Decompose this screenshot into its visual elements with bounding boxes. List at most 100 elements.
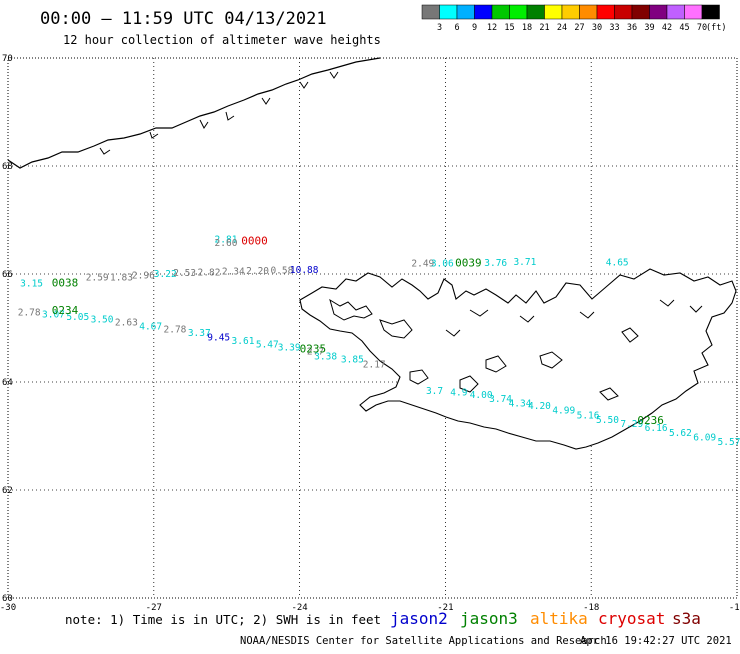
pass-time-label: 0234 [52, 304, 79, 317]
colorbar-label: 3 [437, 23, 442, 33]
colorbar-label: 27 [574, 23, 584, 33]
wave-height-value: 2.59 [86, 272, 109, 283]
colorbar-label: 12 [487, 23, 497, 33]
wave-height-value: 3.7 [426, 386, 443, 397]
colorbar-label: 30 [592, 23, 602, 33]
pass-time-label: 0000 [241, 234, 268, 247]
satellite-legend: jason2 jason3 altika cryosat s3a [390, 609, 701, 628]
colorbar-swatch [666, 4, 685, 20]
lat-tick-label: 70 [2, 54, 13, 64]
wave-height-value: 3.71 [513, 257, 536, 268]
wave-height-value: 3.39 [278, 343, 301, 354]
satellite-legend-jason3: jason3 [460, 609, 518, 628]
wave-height-value: 2.20 [246, 266, 269, 277]
wave-height-value: 5.57 [718, 437, 740, 448]
wave-height-value: 2.17 [363, 359, 386, 370]
lat-tick-label: 66 [2, 270, 13, 280]
satellite-legend-altika: altika [530, 609, 588, 628]
lon-tick-label: -27 [146, 603, 162, 613]
greenland-coast-detail [99, 71, 339, 155]
colorbar-swatch [474, 4, 493, 20]
wave-height-value: 2.7 [307, 346, 324, 357]
wave-height-value: 4.34 [509, 398, 532, 409]
wave-height-value: 2.34 [222, 267, 245, 278]
pass-time-label: 0039 [455, 256, 482, 269]
colorbar-label: 6 [454, 23, 459, 33]
footer-credit: NOAA/NESDIS Center for Satellite Applica… [240, 635, 607, 647]
wave-height-value: 1.83 [110, 272, 133, 283]
colorbar-swatch [579, 4, 598, 20]
lon-tick-label: -15 [729, 603, 740, 613]
satellite-legend-cryosat: cryosat [598, 609, 665, 628]
wave-height-value: 2.78 [164, 324, 187, 335]
colorbar-swatch [614, 4, 633, 20]
wave-height-value: 5.62 [669, 428, 692, 439]
lat-tick-label: 60 [2, 594, 13, 604]
footer-timestamp: Apr 16 19:42:27 UTC 2021 [580, 635, 732, 647]
wave-height-value: 3.37 [188, 328, 211, 339]
colorbar-label: 18 [522, 23, 532, 33]
colorbar-unit: (ft) [706, 23, 726, 33]
colorbar-swatch [421, 4, 440, 20]
wave-height-value: 4.65 [606, 257, 629, 268]
wave-height-value: 4.99 [552, 405, 575, 416]
wave-height-value: 7.29 [620, 419, 643, 430]
wave-height-value: 3.06 [431, 258, 454, 269]
colorbar-label: 42 [662, 23, 672, 33]
colorbar-swatch [491, 4, 510, 20]
wave-height-value: 2.96 [132, 270, 155, 281]
colorbar-swatch [526, 4, 545, 20]
wave-height-value: 3.74 [489, 394, 512, 405]
colorbar-label: 9 [472, 23, 477, 33]
footer-note: note: 1) Time is in UTC; 2) SWH is in fe… [65, 612, 381, 627]
wave-height-value: 2.49 [411, 258, 434, 269]
lon-tick-label: -21 [437, 603, 453, 613]
lon-tick-label: -24 [291, 603, 307, 613]
wave-height-value: 3.07 [42, 310, 65, 321]
wave-height-value: 3.85 [341, 355, 364, 366]
colorbar-label: 45 [679, 23, 689, 33]
wave-height-value: 4.9 [450, 388, 467, 399]
colorbar-swatch [684, 4, 703, 20]
wave-height-value: 3.61 [232, 336, 255, 347]
colorbar-swatch [439, 4, 458, 20]
wave-height-value: 2.81 [215, 235, 238, 246]
iceland-landmass [299, 268, 737, 450]
lon-tick-label: -18 [583, 603, 599, 613]
colorbar-label: 33 [609, 23, 619, 33]
wave-height-observations: 3.15 2.59 1.832.963.222.53 2.82 2.34 2.20 0.58… [18, 235, 740, 453]
colorbar-swatch [596, 4, 615, 20]
wave-height-value: 2.53 [173, 268, 196, 279]
wave-height-value: 10.88 [290, 265, 319, 276]
lat-tick-label: 68 [2, 162, 13, 172]
wave-height-value: 4.20 [528, 401, 551, 412]
pass-time-label: 0236 [637, 414, 664, 427]
lat-tick-label: 64 [2, 378, 13, 388]
wave-height-value: 5.05 [66, 312, 89, 323]
colorbar-swatch [649, 4, 668, 20]
greenland-coastline [7, 57, 381, 169]
wave-height-value: 6.16 [645, 423, 668, 434]
colorbar-swatch [631, 4, 650, 20]
colorbar-legend: 3 6 9 12 15 18 21 24 27 30 33 36 39 42 45 70(ft) [421, 4, 726, 33]
wave-height-value: 0.58 [270, 265, 293, 276]
map-subtitle: 12 hour collection of altimeter wave hei… [63, 33, 381, 47]
wave-height-value: 9.45 [207, 332, 230, 343]
pass-time-labels: 0000 0038 0234 0235 0039 0236 [52, 234, 664, 427]
colorbar-label: 24 [557, 23, 567, 33]
wave-height-value: 3.50 [91, 315, 114, 326]
wave-height-value: 2.63 [115, 317, 138, 328]
colorbar-swatch [701, 4, 720, 20]
map-title: 00:00 – 11:59 UTC 04/13/2021 [40, 9, 327, 29]
lat-tick-label: 62 [2, 486, 13, 496]
wave-height-value: 3.15 [20, 278, 43, 289]
colorbar-swatch [544, 4, 563, 20]
colorbar-swatch [456, 4, 475, 20]
wave-height-value: 5.16 [577, 411, 600, 422]
pass-time-label: 0235 [300, 342, 327, 355]
lon-tick-label: -30 [0, 603, 16, 613]
satellite-legend-jason2: jason2 [390, 609, 448, 628]
colorbar-label: 21 [539, 23, 549, 33]
wave-height-value: 2.82 [198, 268, 221, 279]
wave-height-value: 2.78 [18, 308, 41, 319]
